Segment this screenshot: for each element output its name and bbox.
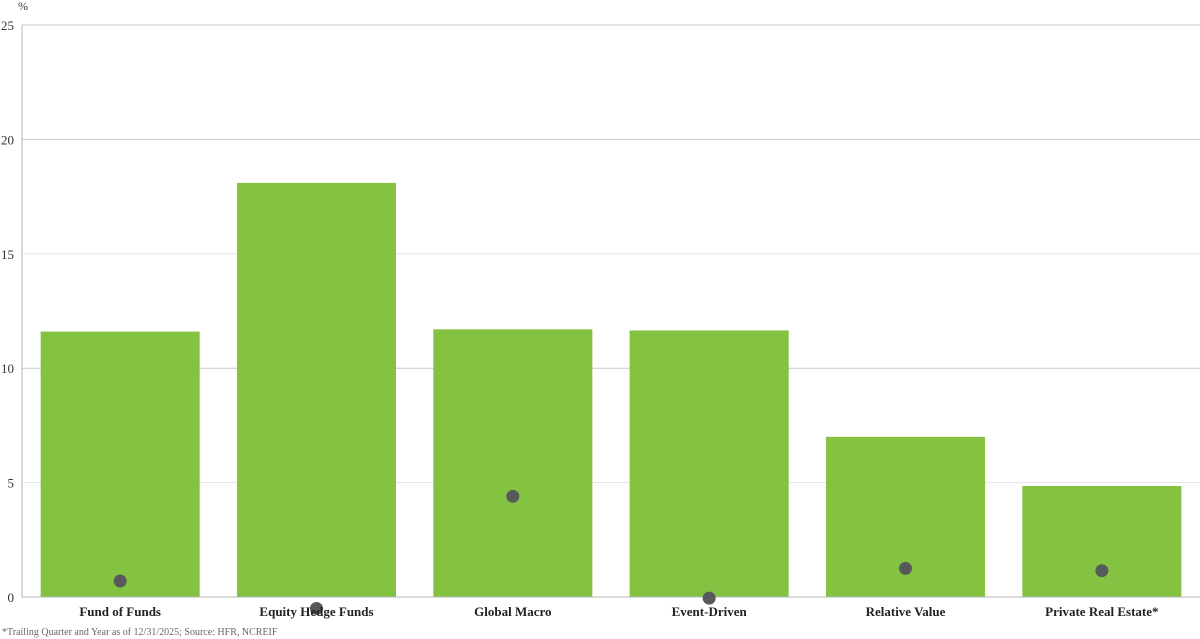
y-tick-label: 10	[1, 361, 14, 376]
bar	[1022, 486, 1182, 597]
y-tick-labels: 0 5 10 15 20 25	[1, 18, 14, 605]
gridlines	[22, 24, 1200, 484]
marker-dot	[506, 489, 520, 503]
x-category-labels: Fund of Funds Equity Hedge Funds Global Ma…	[79, 604, 1158, 619]
y-tick-label: 5	[8, 476, 15, 491]
source-note: *Trailing Quarter and Year as of 12/31/2…	[2, 627, 278, 638]
x-category-label: Event-Driven	[672, 604, 748, 619]
marker-dot	[310, 601, 323, 615]
markers	[113, 489, 1109, 615]
bar	[629, 330, 789, 597]
y-axis-unit-label: %	[18, 0, 28, 13]
y-tick-label: 15	[1, 247, 14, 262]
bars	[40, 182, 1182, 597]
y-tick-label: 0	[8, 590, 15, 605]
x-category-label: Relative Value	[866, 604, 946, 619]
x-category-label: Fund of Funds	[79, 604, 161, 619]
x-category-label: Equity Hedge Funds	[259, 604, 373, 619]
y-tick-label: 20	[1, 132, 14, 147]
marker-dot	[899, 561, 912, 575]
bar	[236, 182, 397, 597]
y-tick-label: 25	[1, 18, 14, 33]
marker-dot	[1095, 564, 1109, 578]
marker-dot	[113, 574, 127, 588]
bar	[433, 329, 593, 597]
x-category-label: Private Real Estate*	[1045, 604, 1158, 619]
bar	[40, 331, 200, 597]
x-category-label: Global Macro	[474, 604, 551, 619]
marker-dot	[702, 591, 716, 605]
